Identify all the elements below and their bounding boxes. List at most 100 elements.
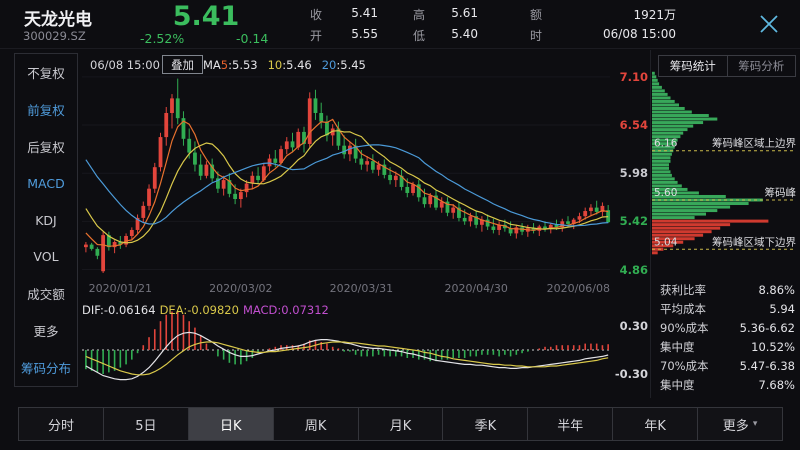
low-value: 5.40: [451, 27, 478, 41]
sidebar-item-筹码分布[interactable]: 筹码分布: [20, 361, 71, 377]
sidebar-item-前复权[interactable]: 前复权: [27, 102, 65, 118]
period-tab-bar: 分时 5日 日K 周K 月K 季K 半年 年K 更多 ▾: [18, 407, 783, 441]
period-tab-日K[interactable]: 日K: [187, 408, 273, 440]
chip-stat-row: 获利比率 8.86%: [660, 280, 795, 299]
price-tick-5.42: 5.42: [619, 214, 648, 229]
change-percent: -2.52%: [140, 31, 185, 46]
candlestick-chart[interactable]: [82, 56, 612, 400]
stat-label: 获利比率: [660, 282, 706, 297]
period-tab-label: 年K: [644, 418, 666, 434]
stat-label: 70%成本: [660, 358, 709, 373]
low-label: 低: [413, 29, 426, 43]
period-tab-5日[interactable]: 5日: [102, 408, 188, 440]
date-tick: 2020/01/21: [88, 282, 153, 295]
chip-stat-row: 90%成本 5.36-6.62: [660, 318, 795, 337]
sidebar-item-成交额[interactable]: 成交额: [27, 287, 65, 303]
macd-legend-item: DEA:-0.09820: [159, 303, 239, 317]
chip-panel-tabs: 筹码统计 筹码分析: [658, 55, 796, 77]
chip-stats-table: 获利比率 8.86% 平均成本 5.94 90%成本 5.36-6.62 集中度 10.52%…: [660, 280, 795, 394]
period-tab-周K[interactable]: 周K: [272, 408, 358, 440]
period-tab-label: 半年: [557, 418, 584, 434]
time-label: 时: [530, 29, 543, 43]
period-tab-半年[interactable]: 半年: [527, 408, 612, 440]
stat-value: 5.94: [769, 301, 795, 316]
stat-label: 90%成本: [660, 320, 709, 335]
price-tick-7.10: 7.10: [619, 69, 648, 84]
panel-divider: [650, 50, 651, 398]
price-tick-6.54: 6.54: [619, 118, 648, 133]
period-tab-label: 更多: [722, 418, 749, 434]
date-tick: 2020/03/02: [209, 282, 273, 295]
chip-marker-label: 筹码峰区域上边界: [712, 137, 796, 150]
stat-value: 5.47-6.38: [739, 358, 795, 373]
sidebar-item-更多[interactable]: 更多: [33, 324, 59, 340]
sidebar-item-不复权[interactable]: 不复权: [27, 65, 65, 81]
chip-stat-row: 70%成本 5.47-6.38: [660, 356, 795, 375]
open-label: 开: [310, 29, 323, 43]
sidebar-item-KDJ[interactable]: KDJ: [35, 212, 57, 228]
amount-label: 额: [530, 8, 543, 22]
stat-label: 集中度: [660, 339, 695, 354]
chip-marker-price: 5.04: [654, 236, 678, 248]
chip-marker-label: 筹码峰区域下边界: [712, 235, 796, 248]
ma10-value: :5.46: [282, 58, 312, 72]
tab-chip-analysis[interactable]: 筹码分析: [726, 56, 796, 76]
period-tab-年K[interactable]: 年K: [612, 408, 697, 440]
macd-legend-item: DIF:-0.06164: [82, 303, 156, 317]
overlay-button[interactable]: 叠加: [162, 55, 203, 74]
last-price: 5.41: [172, 1, 240, 32]
chip-marker-label: 筹码峰: [765, 186, 797, 199]
stock-code: 300029.SZ: [23, 29, 86, 43]
ma20-value: :5.45: [336, 58, 366, 72]
close-value: 5.41: [351, 6, 378, 20]
period-tab-季K[interactable]: 季K: [442, 408, 527, 440]
price-tick-5.98: 5.98: [619, 166, 648, 181]
chip-stat-row: 平均成本 5.94: [660, 299, 795, 318]
caret-down-icon: ▾: [752, 419, 758, 429]
period-tab-label: 季K: [474, 418, 497, 434]
period-tab-分时[interactable]: 分时: [19, 408, 103, 440]
chip-marker-price: 6.16: [654, 138, 678, 150]
ma5-value: :5.53: [228, 58, 258, 72]
stat-value: 7.68%: [758, 377, 795, 392]
ma-legend: MA5:5.53 10:5.46 20:5.45: [203, 58, 366, 72]
ma-prefix: MA: [203, 58, 221, 72]
period-tab-label: 分时: [47, 418, 74, 434]
period-tab-月K[interactable]: 月K: [357, 408, 443, 440]
period-tab-label: 5日: [135, 418, 157, 434]
top-quote-bar: 天龙光电 300029.SZ 5.41 -2.52% -0.14 收 5.41 …: [0, 0, 800, 49]
stock-name: 天龙光电: [24, 10, 92, 30]
macd-tick-0.30: 0.30: [619, 319, 648, 333]
chart-datetime: 06/08 15:00: [90, 58, 160, 72]
close-icon: [760, 14, 778, 33]
macd-legend: DIF:-0.06164 DEA:-0.09820 MACD:0.07312: [82, 303, 333, 317]
period-tab-更多[interactable]: 更多 ▾: [697, 408, 782, 440]
open-value: 5.55: [351, 27, 378, 41]
amount-value: 1921万: [633, 8, 676, 22]
period-tab-label: 月K: [389, 418, 412, 434]
sidebar-item-MACD[interactable]: MACD: [27, 175, 65, 191]
close-label: 收: [310, 8, 323, 22]
sidebar: 不复权前复权后复权 MACD KDJ VOL 成交额更多筹码分布: [14, 53, 78, 387]
period-tab-label: 日K: [219, 418, 242, 434]
ma20-period: 20: [321, 58, 337, 72]
date-tick: 2020/03/31: [329, 282, 394, 295]
macd-tick--0.30: -0.30: [614, 367, 648, 381]
close-button[interactable]: [750, 8, 788, 42]
high-value: 5.61: [451, 6, 478, 20]
chip-stat-row: 集中度 10.52%: [660, 337, 795, 356]
sidebar-item-后复权[interactable]: 后复权: [27, 139, 65, 155]
stat-value: 8.86%: [758, 282, 795, 297]
stat-value: 10.52%: [751, 339, 795, 354]
chip-marker-price: 5.60: [654, 187, 677, 199]
price-tick-4.86: 4.86: [619, 262, 648, 277]
ma5-period: 5: [220, 58, 229, 72]
stat-label: 集中度: [660, 377, 695, 392]
date-tick: 2020/04/30: [444, 282, 508, 295]
macd-legend-item: MACD:0.07312: [242, 303, 329, 317]
sidebar-item-VOL[interactable]: VOL: [33, 249, 59, 265]
tab-chip-stats[interactable]: 筹码统计: [669, 59, 716, 73]
high-label: 高: [413, 8, 426, 22]
date-tick: 2020/06/08: [546, 282, 610, 295]
